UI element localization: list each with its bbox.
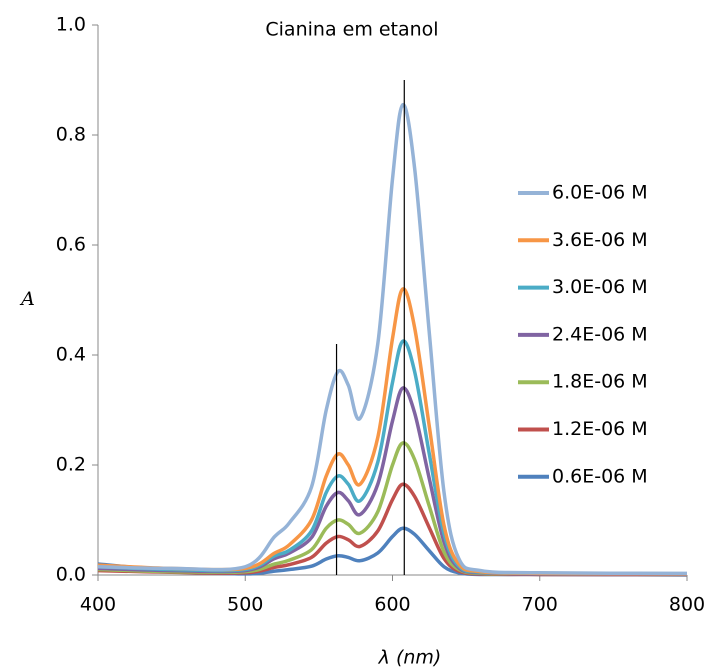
x-tick-label: 800 xyxy=(669,594,705,616)
y-tick-label: 0.6 xyxy=(56,234,86,256)
x-tick-label: 600 xyxy=(374,594,410,616)
chart-title: Cianina em etanol xyxy=(265,19,438,41)
y-tick-label: 0.2 xyxy=(56,454,86,476)
legend-label: 3.0E-06 M xyxy=(552,276,648,298)
y-tick-label: 0.8 xyxy=(56,124,86,146)
series-line xyxy=(97,287,688,576)
legend-label: 0.6E-06 M xyxy=(552,465,648,487)
legend-label: 1.2E-06 M xyxy=(552,418,648,440)
x-tick-label: 400 xyxy=(80,594,116,616)
legend-label: 1.8E-06 M xyxy=(552,371,648,393)
x-axis-label: λ (nm) xyxy=(378,647,442,669)
series-line xyxy=(97,482,688,577)
y-tick-label: 1.0 xyxy=(56,14,86,36)
y-tick-label: 0.0 xyxy=(56,564,86,586)
series-line xyxy=(97,102,688,576)
x-tick-label: 700 xyxy=(522,594,558,616)
x-tick-label: 500 xyxy=(227,594,263,616)
legend-label: 3.6E-06 M xyxy=(552,229,648,251)
series-line xyxy=(97,441,688,577)
legend-label: 6.0E-06 M xyxy=(552,182,648,204)
y-axis-label: A xyxy=(19,288,35,310)
y-tick-label: 0.4 xyxy=(56,344,86,366)
legend-label: 2.4E-06 M xyxy=(552,323,648,345)
